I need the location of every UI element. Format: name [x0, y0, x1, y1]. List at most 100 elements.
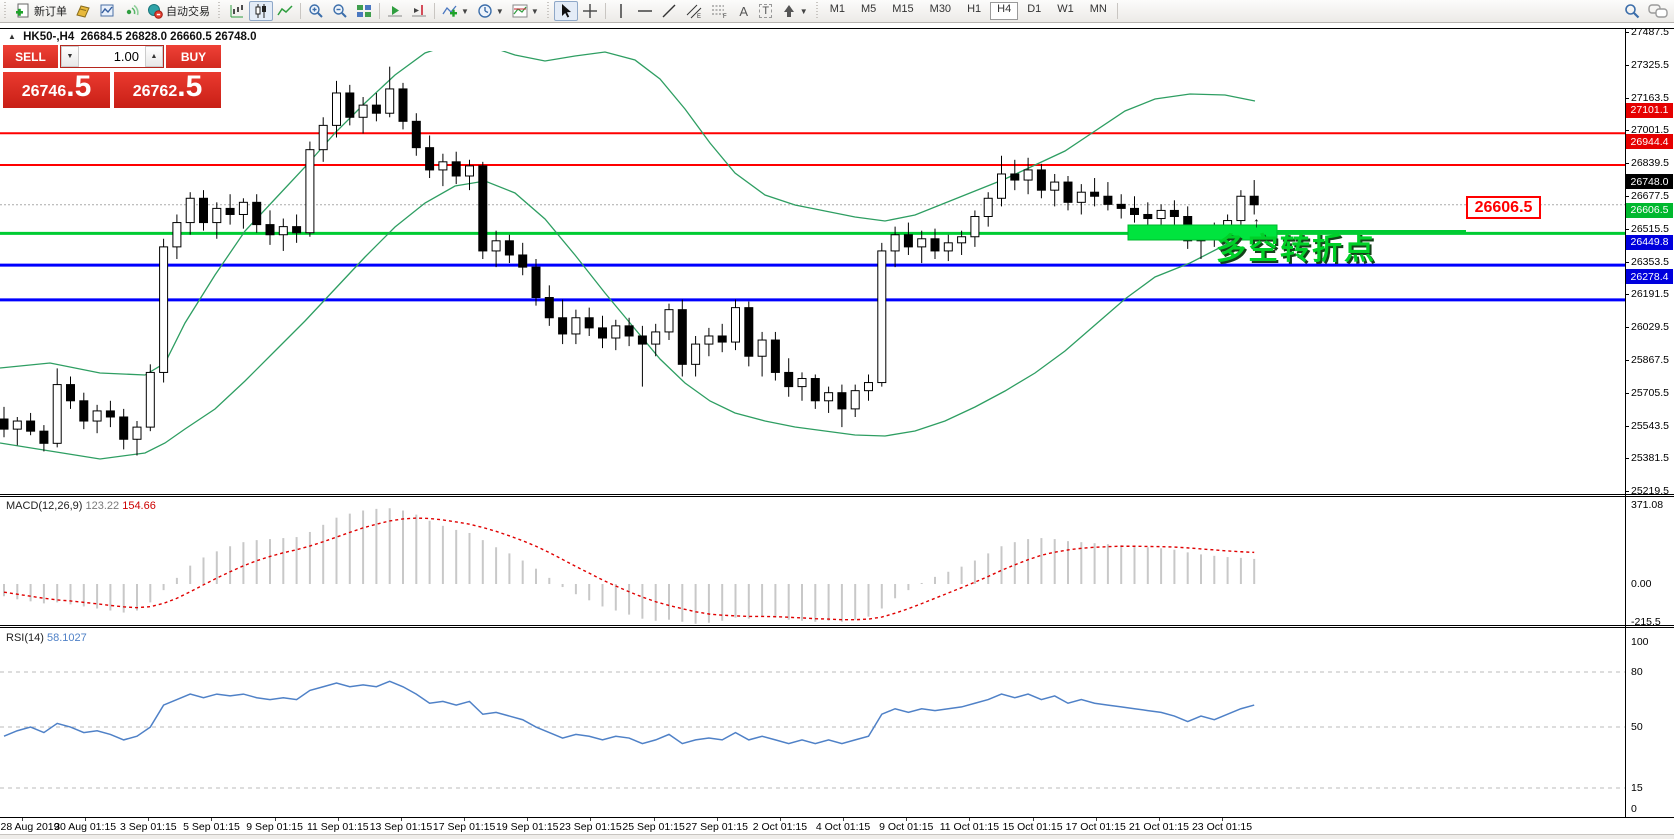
toolbar-grip[interactable] — [813, 2, 821, 20]
sell-button[interactable]: SELL — [3, 45, 58, 68]
price-axis-label: 25543.5 — [1631, 419, 1669, 432]
arrows-tool-button[interactable]: ▼ — [777, 1, 812, 21]
autotrading-label: 自动交易 — [166, 6, 210, 18]
time-tick — [464, 818, 466, 821]
toolbar-grip[interactable] — [2, 2, 9, 20]
buy-price-box[interactable]: 26762 .5 — [114, 72, 221, 108]
price-axis-label: 26515.5 — [1631, 222, 1669, 235]
time-axis-label: 11 Sep 01:15 — [306, 821, 369, 833]
time-axis-label: 13 Sep 01:15 — [369, 821, 433, 833]
autotrading-button[interactable]: 自动交易 — [143, 1, 214, 21]
horizontal-line-tool-button[interactable] — [633, 1, 657, 21]
market-watch-button[interactable] — [95, 1, 119, 21]
price-axis-label: 27325.5 — [1631, 58, 1669, 71]
time-tick — [1032, 818, 1034, 821]
cursor-tool-button[interactable] — [553, 1, 578, 21]
text-tool-button[interactable]: A — [733, 1, 755, 21]
time-tick — [1095, 818, 1097, 821]
buy-button[interactable]: BUY — [166, 45, 221, 68]
price-tick — [1625, 294, 1629, 296]
price-tick — [1625, 261, 1629, 263]
indicators-button[interactable]: ▼ — [438, 1, 473, 21]
clock-icon — [478, 4, 492, 18]
candlestick-chart-icon — [255, 4, 266, 18]
trendline-tool-button[interactable] — [657, 1, 681, 21]
cursor-icon — [561, 4, 571, 18]
ohlc-values: 26684.5 26828.0 26660.5 26748.0 — [80, 31, 257, 43]
bar-chart-button[interactable] — [225, 1, 249, 21]
new-order-label: 新订单 — [34, 6, 67, 18]
timeframe-button-m1[interactable]: M1 — [829, 3, 845, 15]
toolbar-grip[interactable] — [216, 2, 223, 20]
collapse-triangle-icon[interactable]: ▲ — [8, 32, 16, 41]
new-order-button[interactable]: 新订单 — [11, 1, 71, 21]
line-chart-icon — [277, 5, 293, 16]
timeframe-button-mn[interactable]: MN — [1089, 3, 1107, 15]
channel-tool-button[interactable]: E — [681, 1, 707, 21]
time-axis-label: 2 Oct 01:15 — [752, 821, 808, 833]
time-tick — [1222, 818, 1224, 821]
periods-button[interactable]: ▼ — [473, 1, 508, 21]
indicators-icon — [442, 5, 457, 17]
main-chart-canvas[interactable] — [0, 51, 1625, 517]
timeframe-button-h1[interactable]: H1 — [967, 3, 982, 15]
time-axis-label: 3 Sep 01:15 — [119, 821, 177, 833]
pane-separator[interactable] — [0, 494, 1674, 497]
book-icon — [76, 5, 90, 18]
templates-button[interactable]: ▼ — [508, 1, 543, 21]
timeframe-button-m5[interactable]: M5 — [860, 3, 877, 15]
time-tick — [779, 818, 781, 821]
bar-chart-icon — [230, 5, 243, 18]
time-axis-label: 30 Aug 01:15 — [54, 821, 117, 833]
price-axis-label: 27163.5 — [1631, 91, 1669, 104]
periods-caret-icon: ▼ — [495, 6, 504, 16]
price-tick — [1625, 360, 1629, 362]
lot-size-control: ▼ 1.00 ▲ — [60, 45, 164, 68]
rsi-label: RSI(14) 58.1027 — [6, 632, 87, 644]
zoom-out-button[interactable] — [328, 1, 352, 21]
line-chart-button[interactable] — [273, 1, 297, 21]
auto-scroll-button[interactable] — [383, 1, 407, 21]
history-center-button[interactable] — [71, 1, 95, 21]
text-label-tool-button[interactable]: T — [755, 1, 777, 21]
time-axis[interactable]: 28 Aug 2019 30 Aug 01:15 3 Sep 01:15 5 Sep … — [0, 818, 1674, 834]
timeframe-button-w1[interactable]: W1 — [1057, 3, 1074, 15]
lot-size-field[interactable]: 1.00 — [113, 49, 139, 64]
fibonacci-tool-button[interactable]: F — [707, 1, 733, 21]
timeframe-button-d1[interactable]: D1 — [1027, 3, 1042, 15]
candlestick-chart-button[interactable] — [249, 1, 273, 21]
sell-price-box[interactable]: 26746 .5 — [3, 72, 110, 108]
macd-label: MACD(12,26,9) 123.22 154.66 — [6, 500, 156, 512]
search-icon[interactable] — [1624, 3, 1640, 19]
template-icon — [512, 4, 528, 18]
macd-axis-label: 371.08 — [1631, 499, 1664, 511]
price-axis-label: 25219.5 — [1631, 485, 1669, 498]
lot-decrease-button[interactable]: ▼ — [61, 46, 79, 67]
toolbar-grip[interactable] — [544, 2, 552, 20]
time-axis-label: 9 Oct 01:15 — [879, 821, 934, 833]
macd-pane-canvas[interactable] — [0, 497, 1625, 625]
rsi-pane-canvas[interactable] — [0, 628, 1625, 817]
price-tick — [1625, 32, 1629, 33]
buy-price-main: 26762 — [132, 83, 178, 100]
zoom-in-button[interactable] — [304, 1, 328, 21]
macd-axis-label: -215.5 — [1631, 616, 1661, 628]
pane-separator[interactable] — [0, 625, 1674, 628]
price-badge: 26449.8 — [1626, 234, 1673, 250]
lot-increase-button[interactable]: ▲ — [145, 46, 163, 67]
timeframe-button-h4[interactable]: H4 — [990, 2, 1019, 20]
tile-windows-button[interactable] — [352, 1, 376, 21]
arrows-caret-icon: ▼ — [799, 6, 808, 16]
price-tick — [1625, 228, 1629, 230]
chart-shift-button[interactable] — [407, 1, 431, 21]
timeframe-button-m30[interactable]: M30 — [929, 3, 952, 15]
crosshair-tool-button[interactable] — [578, 1, 602, 21]
timeframe-button-m15[interactable]: M15 — [892, 3, 914, 15]
vertical-line-tool-button[interactable] — [609, 1, 633, 21]
chat-icon[interactable] — [1648, 3, 1668, 19]
crosshair-icon — [582, 4, 597, 18]
text-label-icon: T — [759, 4, 773, 18]
sell-price-main: 26746 — [21, 83, 67, 100]
signals-button[interactable] — [119, 1, 143, 21]
